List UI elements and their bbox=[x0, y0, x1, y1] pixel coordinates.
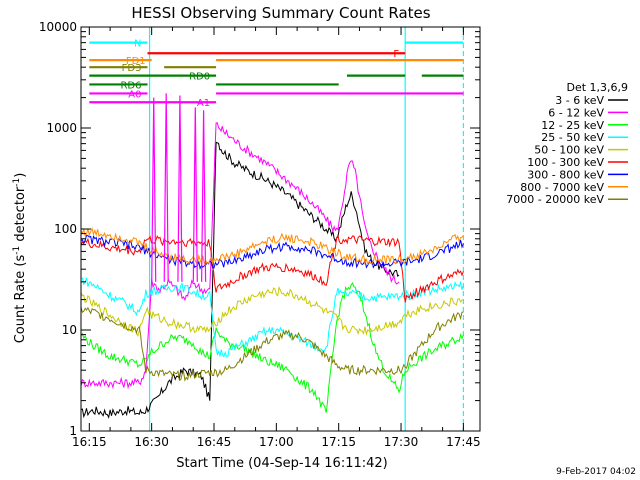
axes: 16:15 16:30 16:45 17:00 17:15 17:30 17:45 1 10 10… bbox=[39, 20, 481, 449]
y-tick-label: 10000 bbox=[39, 20, 77, 34]
series-line bbox=[81, 227, 464, 266]
y-tick-label: 1000 bbox=[46, 121, 77, 135]
x-axis-label: Start Time (04-Sep-14 16:11:42) bbox=[176, 456, 387, 471]
series-line bbox=[81, 277, 464, 358]
legend-entry-label: 50 - 100 keV bbox=[534, 144, 604, 157]
series-line bbox=[81, 235, 464, 271]
y-axis-label-main: Count Rate (s bbox=[13, 255, 28, 344]
series-line bbox=[81, 233, 464, 303]
legend-entry-label: 3 - 6 keV bbox=[555, 94, 604, 107]
attenuator-spike bbox=[192, 107, 198, 282]
flag-label: FD1 bbox=[126, 56, 146, 67]
x-tick-label: 17:45 bbox=[446, 435, 481, 449]
legend-entry-label: 100 - 300 keV bbox=[527, 156, 604, 169]
chart-title: HESSI Observing Summary Count Rates bbox=[131, 4, 430, 22]
x-tick-label: 17:30 bbox=[384, 435, 419, 449]
x-tick-label: 17:00 bbox=[259, 435, 294, 449]
y-axis-label: Count Rate (s-1 detector-1) bbox=[12, 173, 28, 344]
y-axis-label-mid: detector bbox=[13, 186, 28, 246]
legend-entry-label: 25 - 50 keV bbox=[541, 131, 604, 144]
legend-entry-label: 6 - 12 keV bbox=[548, 106, 604, 119]
series-line bbox=[81, 141, 400, 419]
attenuator-spike bbox=[201, 110, 207, 282]
flag-label: A1 bbox=[197, 98, 210, 109]
legend-entry-label: 12 - 25 keV bbox=[541, 119, 604, 132]
x-tick-label: 16:15 bbox=[72, 435, 107, 449]
series-line bbox=[81, 122, 400, 390]
series-line bbox=[81, 285, 464, 338]
legend-entry-label: 7000 - 20000 keV bbox=[506, 193, 604, 206]
legend-title: Det 1,3,6,9 bbox=[566, 81, 628, 94]
y-axis-label-end: ) bbox=[13, 173, 28, 178]
attenuator-spike bbox=[163, 93, 169, 282]
x-tick-label: 16:30 bbox=[134, 435, 169, 449]
series-line bbox=[81, 282, 464, 413]
y-tick-label: 10 bbox=[62, 323, 77, 337]
legend-entry-label: 300 - 800 keV bbox=[527, 168, 604, 181]
footer-date: 9-Feb-2017 04:02 bbox=[556, 467, 636, 477]
x-tick-label: 17:15 bbox=[321, 435, 356, 449]
flag-label: FD3 bbox=[122, 63, 142, 74]
series-line bbox=[81, 306, 464, 382]
legend-entry-label: 800 - 7000 keV bbox=[520, 181, 604, 194]
flag-label: RD6 bbox=[120, 80, 141, 91]
attenuator-spike bbox=[177, 95, 183, 282]
y-axis-label-sup1: -1 bbox=[12, 246, 22, 255]
y-tick-label: 100 bbox=[54, 222, 77, 236]
x-tick-label: 16:45 bbox=[197, 435, 232, 449]
flag-label: RD0 bbox=[189, 72, 210, 83]
flag-label: F bbox=[393, 49, 399, 60]
y-tick-label: 1 bbox=[69, 424, 77, 438]
flag-label: N bbox=[134, 39, 141, 50]
attenuator-spike bbox=[151, 97, 157, 282]
flag-label: A0 bbox=[128, 89, 141, 100]
y-axis-label-sup2: -1 bbox=[12, 178, 22, 187]
